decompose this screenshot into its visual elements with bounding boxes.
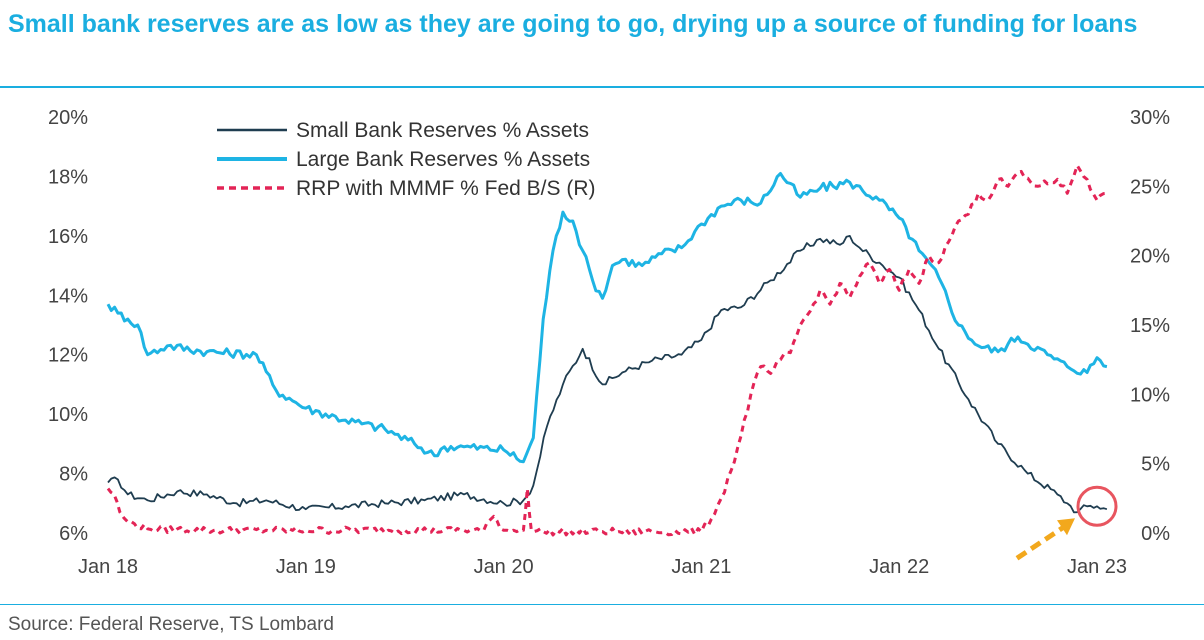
title-divider <box>0 86 1204 88</box>
series-line-1 <box>107 235 1108 514</box>
y-left-tick-label: 12% <box>48 345 88 367</box>
source-note: Source: Federal Reserve, TS Lombard <box>8 614 334 635</box>
highlight-circle <box>1076 485 1118 527</box>
y-right-tick-label: 20% <box>1130 246 1170 268</box>
y-left-tick-label: 18% <box>48 166 88 188</box>
y-axis-left: 6% 8% 10% 12% 14% 16% 18% 20% <box>48 107 88 545</box>
y-left-tick-label: 16% <box>48 226 88 248</box>
y-left-tick-label: 8% <box>59 464 88 486</box>
pointer-arrowhead <box>1057 518 1075 536</box>
y-left-tick-label: 10% <box>48 404 88 426</box>
x-axis: Jan 18 Jan 19 Jan 20 Jan 21 Jan 22 Jan 23 <box>78 556 1127 578</box>
y-right-tick-label: 5% <box>1141 454 1170 476</box>
y-axis-right: 0% 5% 10% 15% 20% 25% 30% <box>1130 107 1170 545</box>
legend-label: Small Bank Reserves % Assets <box>296 119 589 142</box>
y-right-tick-label: 15% <box>1130 315 1170 337</box>
x-tick-label: Jan 19 <box>276 556 336 578</box>
x-tick-label: Jan 20 <box>474 556 534 578</box>
y-right-tick-label: 10% <box>1130 384 1170 406</box>
footer-divider <box>0 604 1204 605</box>
x-tick-label: Jan 22 <box>869 556 929 578</box>
chart-title: Small bank reserves are as low as they a… <box>8 10 1138 38</box>
x-tick-label: Jan 21 <box>671 556 731 578</box>
chart-legend: Small Bank Reserves % Assets Large Bank R… <box>217 119 595 200</box>
x-tick-label: Jan 23 <box>1067 556 1127 578</box>
series-line-3 <box>106 164 1108 537</box>
y-left-tick-label: 6% <box>59 523 88 545</box>
legend-label: RRP with MMMF % Fed B/S (R) <box>296 177 595 200</box>
line-chart: 6% 8% 10% 12% 14% 16% 18% 20% 0% 5% 10% 15% 20% 25% 3… <box>48 107 1170 578</box>
annotation-layer <box>1015 485 1118 561</box>
y-right-tick-label: 30% <box>1130 107 1170 129</box>
pointer-arrow <box>1015 524 1067 561</box>
series-layer <box>106 164 1108 537</box>
series-line-2 <box>106 172 1108 464</box>
y-left-tick-label: 14% <box>48 285 88 307</box>
x-tick-label: Jan 18 <box>78 556 138 578</box>
legend-label: Large Bank Reserves % Assets <box>296 148 590 171</box>
y-left-tick-label: 20% <box>48 107 88 129</box>
y-right-tick-label: 0% <box>1141 523 1170 545</box>
y-right-tick-label: 25% <box>1130 176 1170 198</box>
